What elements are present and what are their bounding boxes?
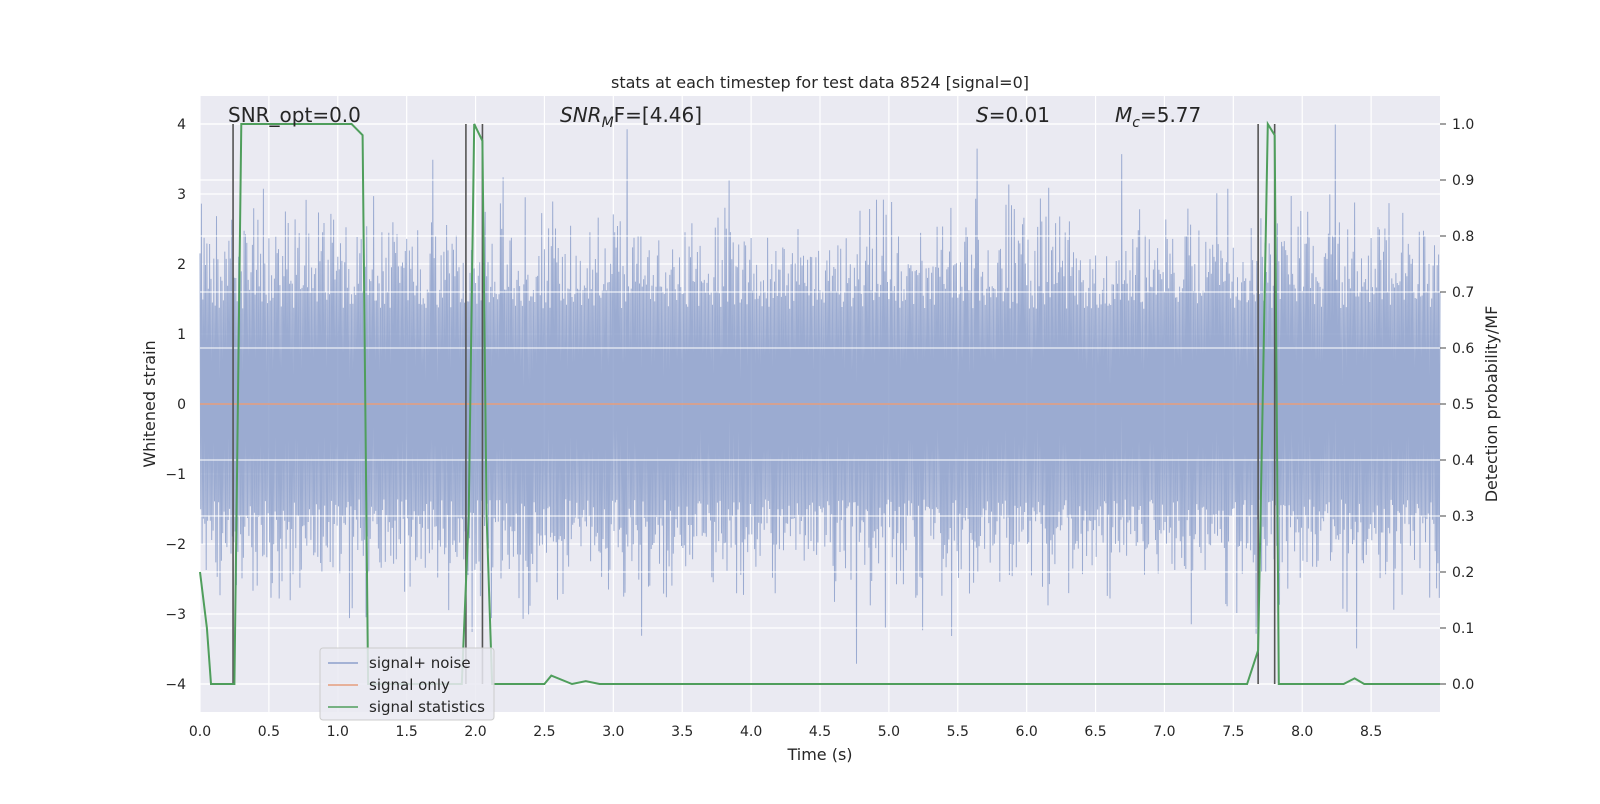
x-tick-label: 4.5 [809,724,831,740]
y2-tick-label: 0.1 [1452,621,1474,637]
y-tick-label: 1 [177,327,186,343]
annotation-chirp-mass: Mc=5.77 [1115,103,1201,131]
y-tick-label: −3 [165,607,186,623]
x-tick-label: 0.0 [189,724,211,740]
x-tick-label: 3.0 [602,724,624,740]
x-tick-label: 7.0 [1153,724,1175,740]
legend-label-signal-noise: signal+ noise [369,654,471,672]
chart-title: stats at each timestep for test data 852… [611,73,1029,92]
y2-tick-label: 0.2 [1452,565,1474,581]
y-tick-label: 4 [177,117,186,133]
axes-layer: 0.0 0.5 1.0 1.5 2.0 2.5 3.0 3.5 4.0 4.5 5.0 5.5 6.0 6… [165,117,1474,740]
y2-tick-label: 1.0 [1452,117,1474,133]
annotation-s-stat: S=0.01 [976,103,1050,127]
x-tick-label: 3.5 [671,724,693,740]
annotation-snr-mf: SNRMF=[4.46] [560,103,702,131]
legend: signal+ noise signal only signal statist… [319,647,495,721]
legend-label-signal-statistics: signal statistics [369,698,485,716]
y2-axis-label: Detection probability/MF [1482,306,1501,503]
y2-tick-label: 0.5 [1452,397,1474,413]
x-tick-label: 1.5 [396,724,418,740]
y2-tick-label: 0.9 [1452,173,1474,189]
x-tick-label: 4.0 [740,724,762,740]
x-tick-label: 8.0 [1291,724,1313,740]
x-tick-label: 7.5 [1222,724,1244,740]
x-tick-label: 5.5 [947,724,969,740]
x-tick-label: 6.5 [1084,724,1106,740]
x-axis-label: Time (s) [786,745,852,764]
legend-box [319,647,495,721]
y-axis-label: Whitened strain [140,340,159,467]
y-tick-label: 0 [177,397,186,413]
y-tick-label: 2 [177,257,186,273]
y-tick-label: −2 [165,537,186,553]
y-tick-label: −1 [165,467,186,483]
series-signal-noise [199,123,1441,664]
y2-tick-label: 0.8 [1452,229,1474,245]
x-tick-label: 0.5 [258,724,280,740]
y2-tick-label: 0.7 [1452,285,1474,301]
annotation-snr-opt: SNR_opt=0.0 [228,103,361,127]
y-tick-label: 3 [177,187,186,203]
x-tick-label: 2.5 [533,724,555,740]
legend-label-signal-only: signal only [369,676,450,694]
y2-tick-label: 0.4 [1452,453,1474,469]
x-tick-label: 1.0 [327,724,349,740]
y2-tick-label: 0.0 [1452,677,1474,693]
x-tick-label: 5.0 [878,724,900,740]
y-tick-label: −4 [165,677,186,693]
y2-tick-label: 0.6 [1452,341,1474,357]
noise-layer [199,123,1441,664]
y2-tick-label: 0.3 [1452,509,1474,525]
series-signal-statistics [199,120,1440,686]
x-tick-label: 2.0 [464,724,486,740]
x-tick-label: 8.5 [1360,724,1382,740]
annotation-layer: SNR_opt=0.0 SNRMF=[4.46] S=0.01 Mc=5.77 [228,103,1201,131]
x-tick-label: 6.0 [1016,724,1038,740]
overlay-layer [199,120,1440,686]
